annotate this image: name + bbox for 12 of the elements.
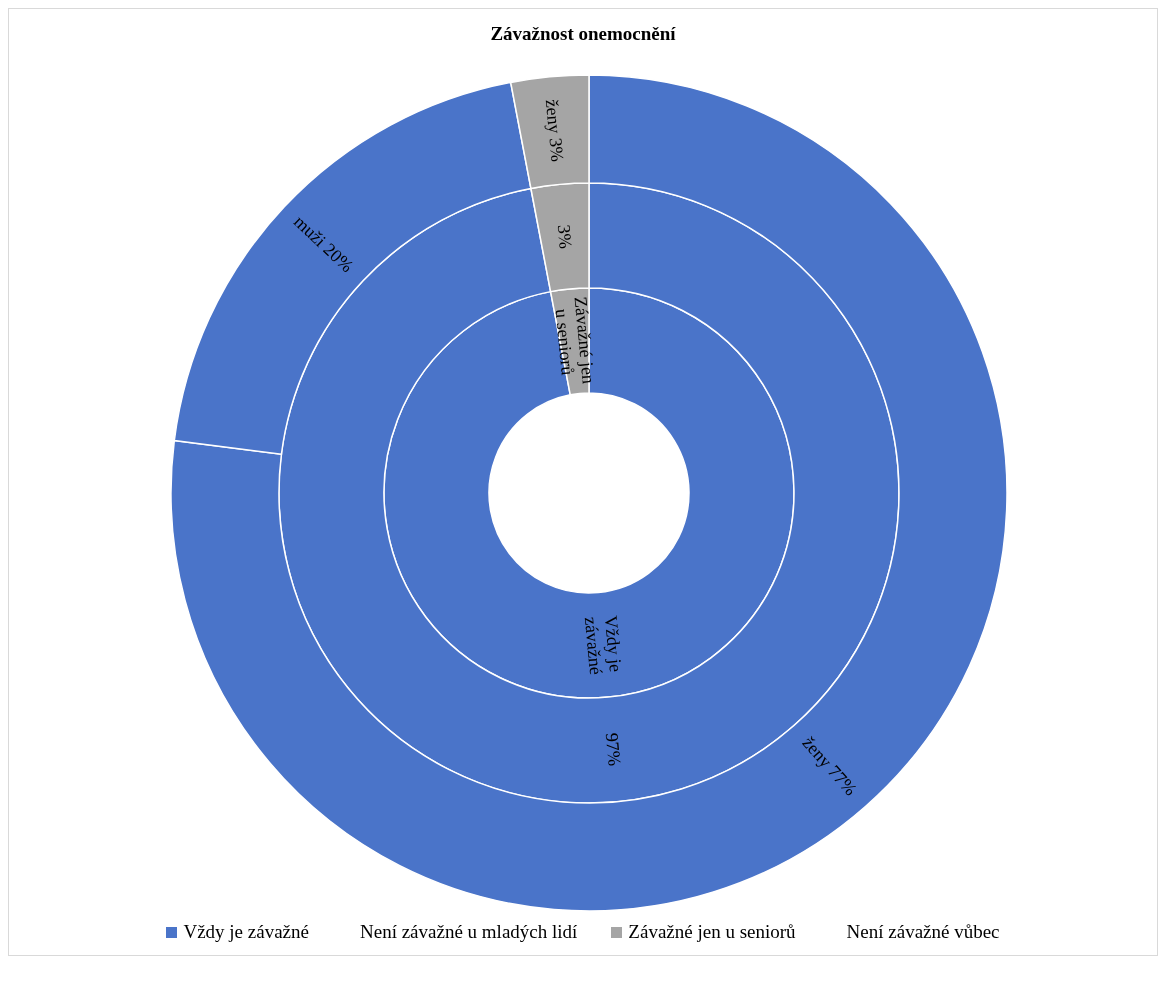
category-label: Není závažné u mladých lidí bbox=[359, 921, 578, 942]
data-label: 97% bbox=[601, 731, 625, 767]
legend-label: Závažné jen u seniorů bbox=[627, 921, 796, 943]
donut-slice bbox=[170, 74, 1008, 912]
slice-label: ženy 3% bbox=[541, 98, 568, 163]
donut-slice bbox=[383, 287, 795, 699]
chart-title: Závažnost onemocnění bbox=[489, 22, 677, 46]
data-label: 3% bbox=[553, 223, 576, 250]
category-label: Není závažné vůbec bbox=[846, 921, 1000, 942]
slice-label: Vždy je závažné bbox=[580, 614, 626, 676]
slice-label: Závažné jen u seniorů bbox=[551, 295, 599, 385]
legend-label: Vždy je závažné bbox=[182, 921, 309, 943]
